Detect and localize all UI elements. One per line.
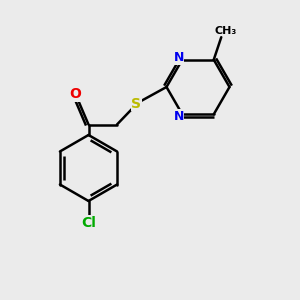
Text: S: S xyxy=(131,97,142,110)
Text: CH₃: CH₃ xyxy=(214,26,237,36)
Text: O: O xyxy=(69,87,81,101)
Text: N: N xyxy=(173,110,184,123)
Text: Cl: Cl xyxy=(81,216,96,230)
Text: N: N xyxy=(173,51,184,64)
